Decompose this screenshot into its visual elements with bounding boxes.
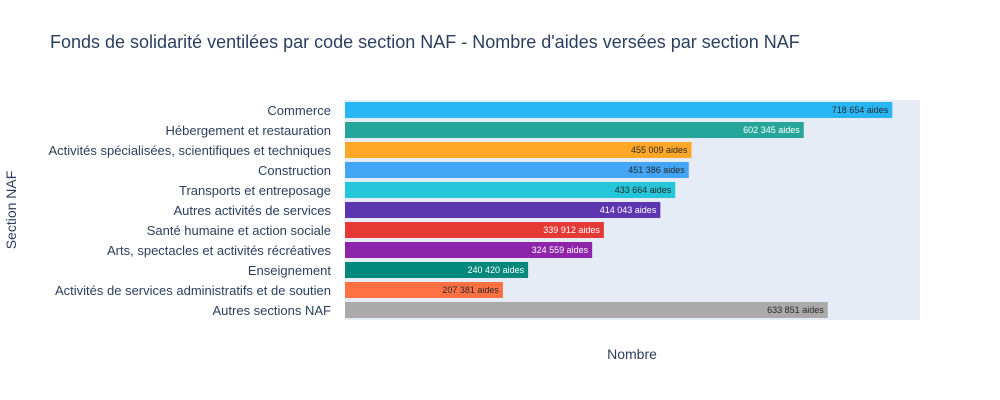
bar — [345, 142, 692, 158]
data-label: 633 851 aides — [767, 305, 824, 315]
data-label: 602 345 aides — [743, 125, 800, 135]
y-tick-label: Activités spécialisées, scientifiques et… — [48, 143, 331, 158]
data-label: 451 386 aides — [628, 165, 685, 175]
y-axis-title: Section NAF — [3, 170, 19, 250]
y-tick-label: Transports et entreposage — [179, 183, 331, 198]
bar — [345, 222, 604, 238]
data-label: 207 381 aides — [442, 285, 499, 295]
bar — [345, 162, 689, 178]
bar — [345, 182, 676, 198]
chart-title: Fonds de solidarité ventilées par code s… — [50, 32, 800, 52]
bar — [345, 102, 893, 118]
y-tick-label: Autres activités de services — [173, 203, 331, 218]
data-label: 324 559 aides — [532, 245, 589, 255]
data-label: 718 654 aides — [832, 105, 889, 115]
plot-area — [345, 100, 920, 320]
data-label: 240 420 aides — [468, 265, 525, 275]
bar — [345, 262, 529, 278]
data-label: 339 912 aides — [543, 225, 600, 235]
x-axis-title: Nombre — [607, 346, 657, 362]
y-tick-label: Santé humaine et action sociale — [147, 223, 331, 238]
y-tick-label: Activités de services administratifs et … — [55, 283, 331, 298]
y-tick-label: Construction — [258, 163, 331, 178]
bar — [345, 242, 593, 258]
data-label: 455 009 aides — [631, 145, 688, 155]
y-tick-label: Commerce — [267, 103, 331, 118]
y-tick-label: Arts, spectacles et activités récréative… — [107, 243, 331, 258]
data-label: 414 043 aides — [600, 205, 657, 215]
y-tick-label: Enseignement — [248, 263, 331, 278]
data-label: 433 664 aides — [615, 185, 672, 195]
y-tick-label: Autres sections NAF — [213, 303, 332, 318]
bar — [345, 122, 804, 138]
y-tick-label: Hébergement et restauration — [166, 123, 331, 138]
bar — [345, 202, 661, 218]
bar — [345, 282, 503, 298]
bar — [345, 302, 828, 318]
